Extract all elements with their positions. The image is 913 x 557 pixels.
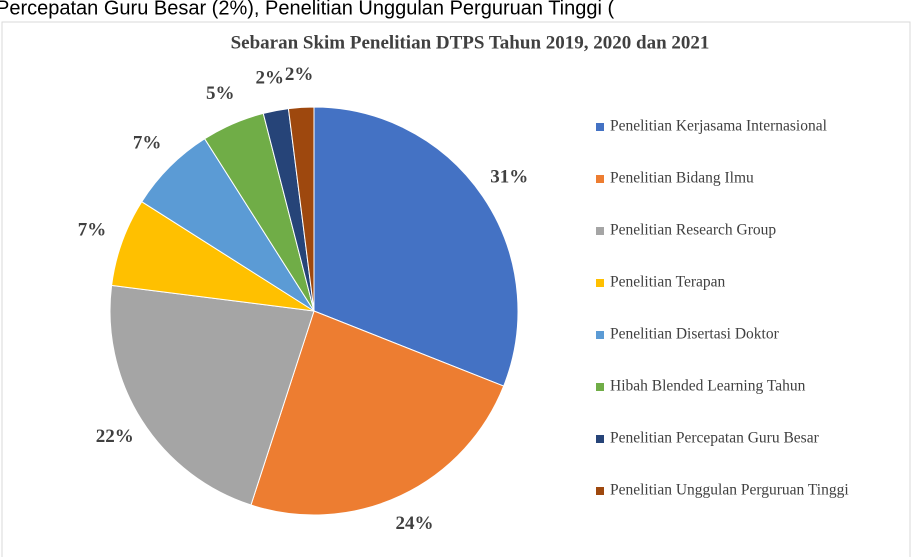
legend-label: Penelitian Disertasi Doktor [610,326,780,343]
data-label: 22% [96,426,134,447]
legend-swatch [596,331,604,339]
data-label: 2% [256,68,285,89]
legend-label: Hibah Blended Learning Tahun [610,378,806,395]
legend-swatch [596,435,604,443]
legend-swatch [596,383,604,391]
legend-label: Penelitian Kerjasama Internasional [610,118,827,135]
legend-label: Penelitian Terapan [610,274,726,291]
header-fragment: Percepatan Guru Besar (2%), Penelitian U… [0,0,614,19]
data-label: 31% [490,167,528,188]
legend-swatch [596,487,604,495]
pie-slice [313,106,519,387]
legend-swatch [596,279,604,287]
pie-slice [287,106,315,312]
data-label: 5% [206,83,235,104]
legend-label: Penelitian Percepatan Guru Besar [610,430,820,447]
legend-swatch [596,123,604,131]
data-label: 7% [78,219,107,240]
pie-slice [250,310,505,516]
pie-slice [109,284,315,506]
chart-title: Sebaran Skim Penelitian DTPS Tahun 2019,… [231,32,710,53]
legend-swatch [596,175,604,183]
data-label: 7% [133,132,162,153]
legend-label: Penelitian Unggulan Perguruan Tinggi [610,482,849,499]
data-label: 24% [395,513,433,534]
data-label: 2% [285,64,314,85]
legend-label: Penelitian Bidang Ilmu [610,170,754,187]
legend-swatch [596,227,604,235]
legend-label: Penelitian Research Group [610,222,776,239]
